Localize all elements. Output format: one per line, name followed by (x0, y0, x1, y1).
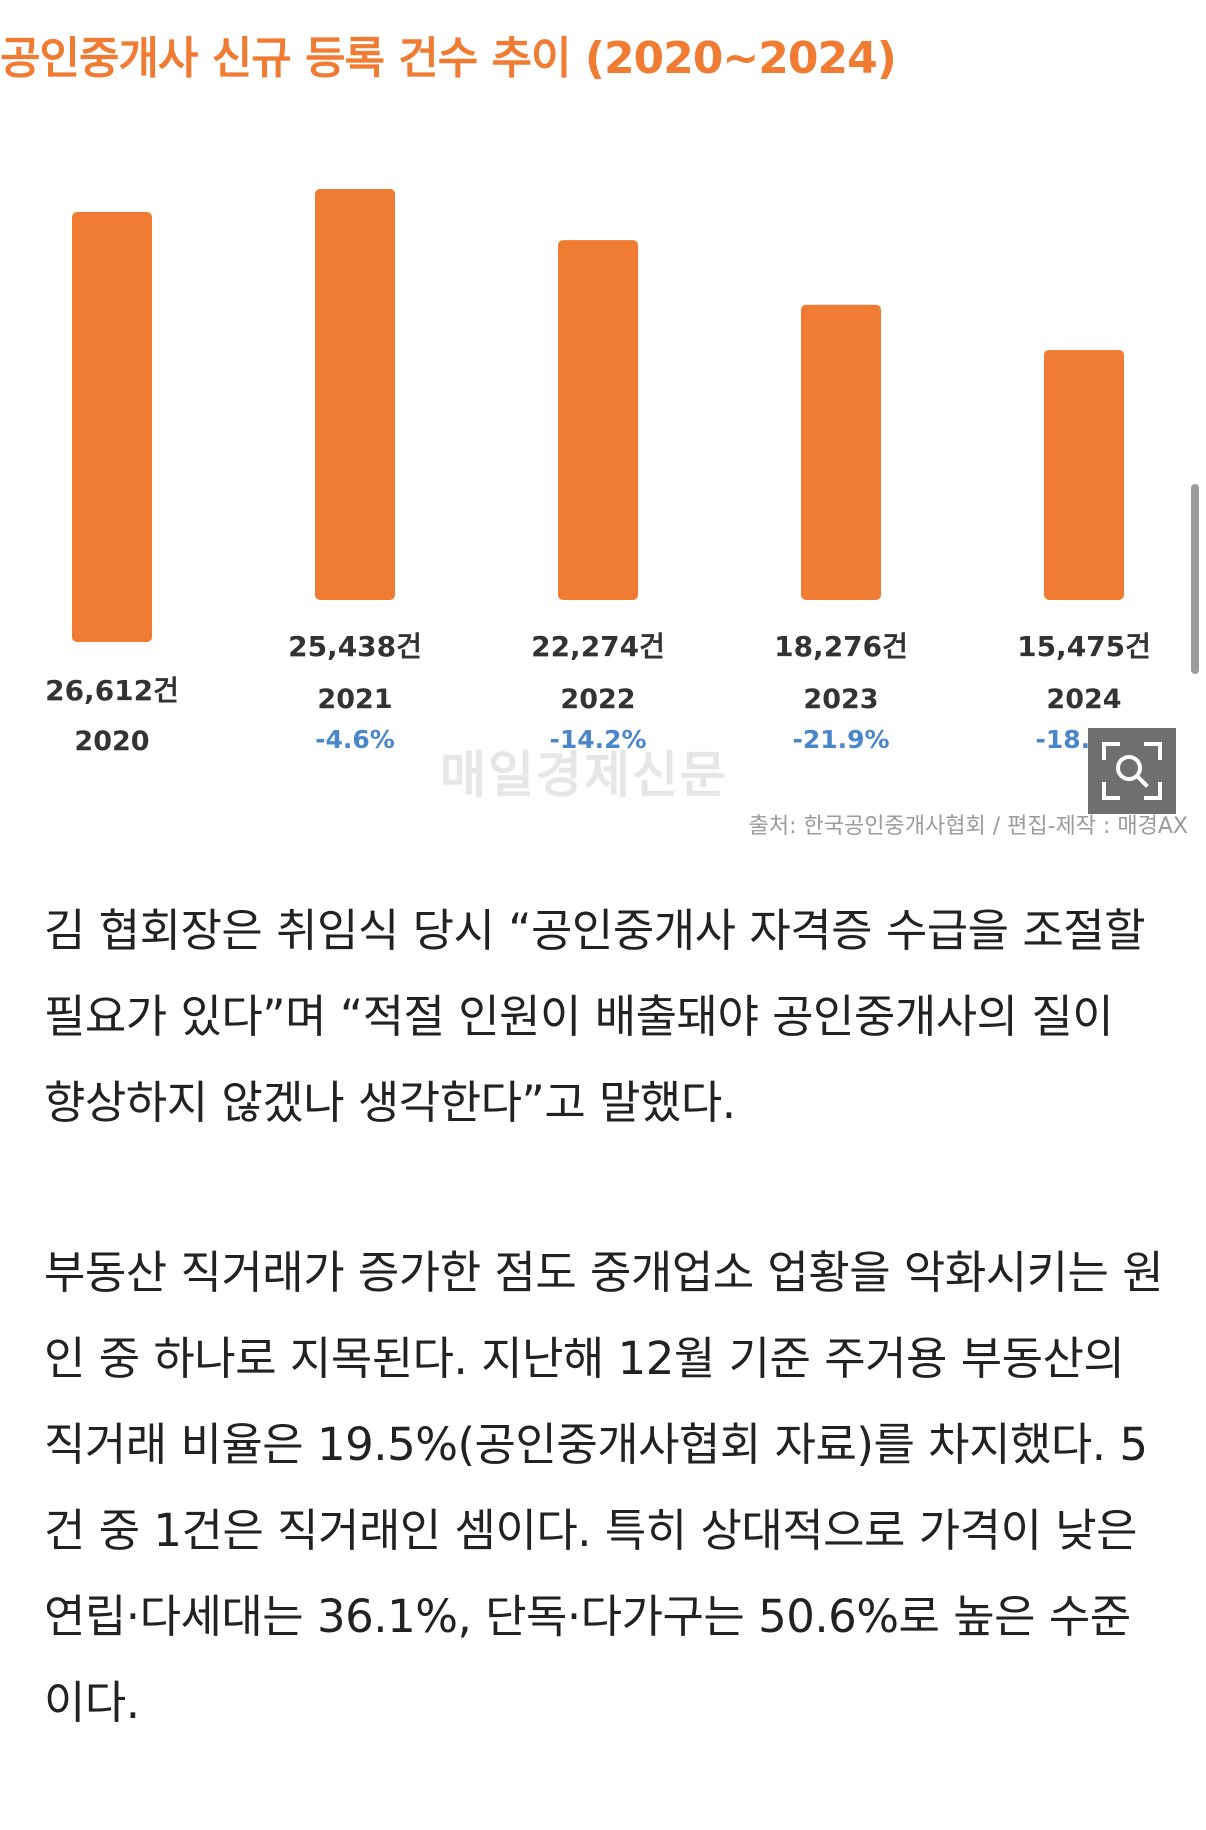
category-label-2021: 2021 (317, 684, 392, 715)
value-label-2020: 26,612건 (45, 674, 179, 707)
change-label-2023: -21.9% (792, 725, 889, 754)
change-label-2022: -14.2% (549, 725, 646, 754)
bar-chart: 26,612건 2020 25,438건 2021 -4.6% 22,274건 2022 -1… (45, 188, 1151, 757)
value-label-2024: 15,475건 (1017, 630, 1151, 663)
article-paragraph-2: 부동산 직거래가 증가한 점도 중개업소 업황을 악화시키는 원인 중 하나로 … (44, 1246, 1164, 1729)
category-label-2024: 2024 (1046, 684, 1121, 715)
zoom-search-icon (1102, 742, 1162, 800)
category-label-2020: 2020 (74, 726, 149, 757)
value-label-2021: 25,438건 (288, 630, 422, 663)
zoom-button[interactable] (1088, 728, 1176, 814)
article-paragraph-1: 김 협회장은 취임식 당시 “공인중개사 자격증 수급을 조절할 필요가 있다”… (44, 904, 1146, 1129)
watermark: 매일경제신문 (440, 746, 728, 804)
bar-2021 (315, 188, 395, 600)
change-label-2021: -4.6% (315, 725, 395, 754)
value-label-2023: 18,276건 (774, 630, 908, 663)
category-label-2023: 2023 (803, 684, 878, 715)
article-body: 김 협회장은 취임식 당시 “공인중개사 자격증 수급을 조절할 필요가 있다”… (44, 888, 1164, 1830)
chart-title: 공인중개사 신규 등록 건수 추이 (2020~2024) (0, 33, 897, 84)
bar-2022 (558, 240, 638, 601)
category-label-2022: 2022 (560, 684, 635, 715)
source-caption: 출처: 한국공인중개사협회 / 편집-제작 : 매경AX (748, 814, 1188, 839)
bar-2020 (72, 212, 152, 642)
bar-2023 (801, 304, 881, 600)
scrollbar-thumb[interactable] (1191, 484, 1199, 674)
bar-2024 (1044, 349, 1124, 600)
value-label-2022: 22,274건 (531, 630, 665, 663)
